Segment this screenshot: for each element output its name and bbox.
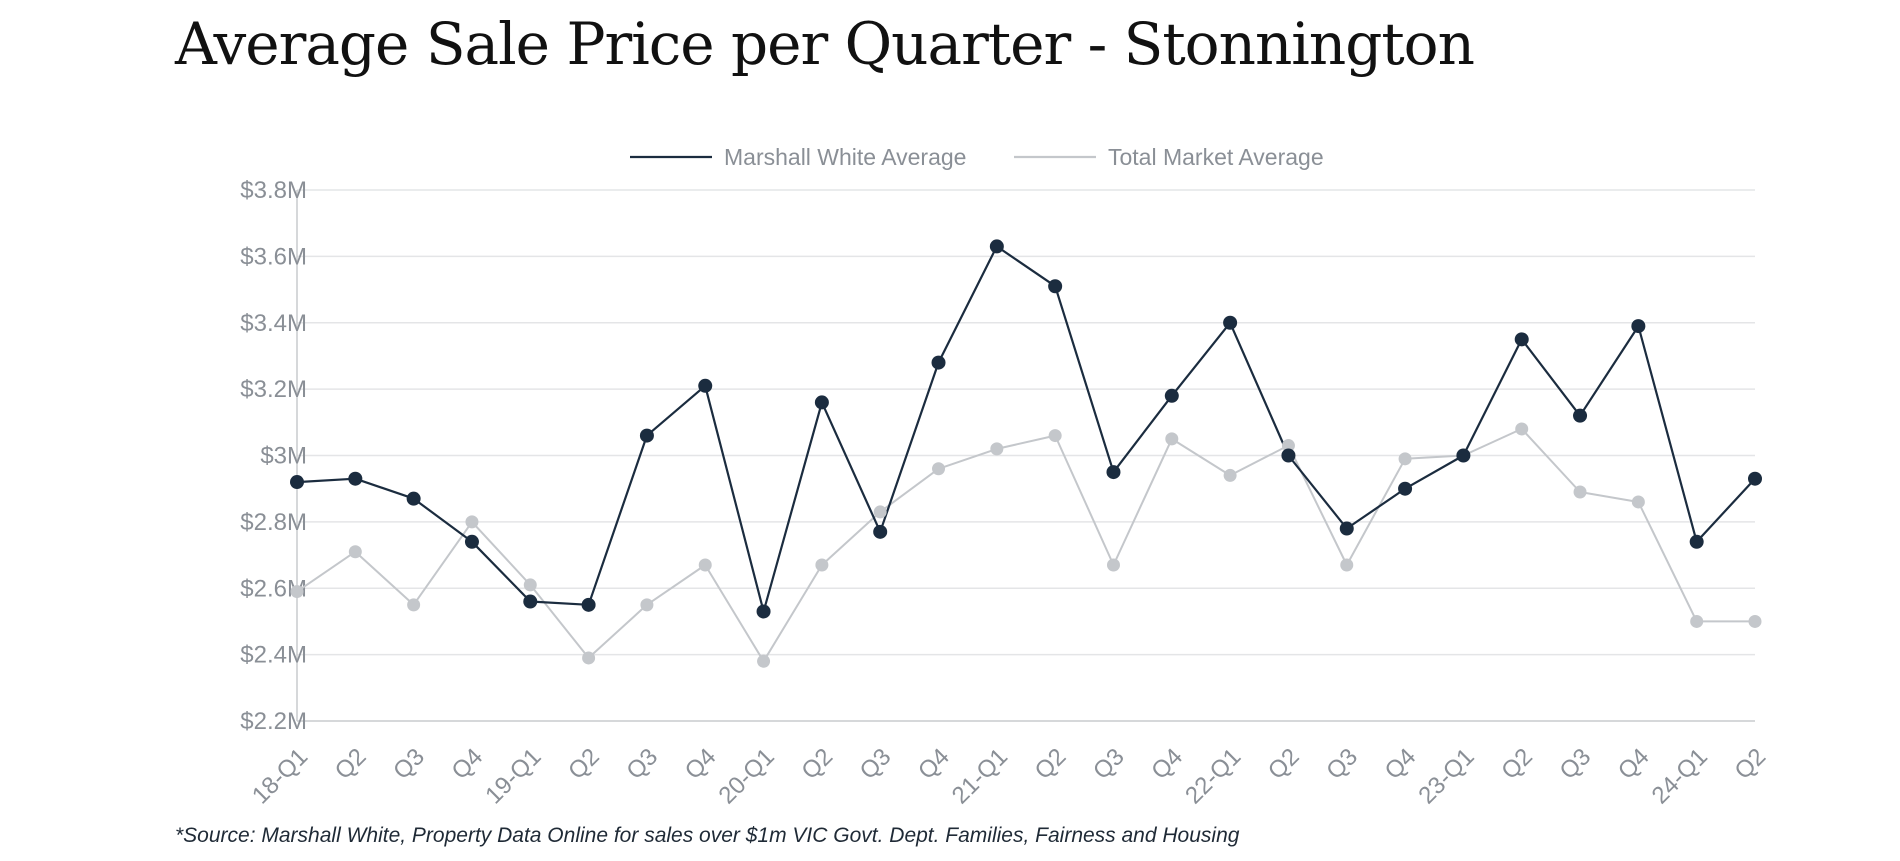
data-point-marshall-white bbox=[348, 471, 363, 486]
x-tick-label: 22-Q1 bbox=[1180, 743, 1246, 809]
data-point-total-market bbox=[1748, 614, 1762, 628]
x-tick-label: Q4 bbox=[680, 743, 722, 785]
x-tick-label: 24-Q1 bbox=[1647, 743, 1713, 809]
data-point-total-market bbox=[407, 598, 421, 612]
data-point-marshall-white bbox=[1631, 319, 1646, 334]
y-tick-label: $2.4M bbox=[240, 642, 307, 669]
y-tick-label: $3.8M bbox=[240, 177, 307, 204]
data-point-total-market bbox=[1223, 468, 1237, 482]
data-point-marshall-white bbox=[523, 594, 538, 609]
x-tick-label: Q4 bbox=[1380, 743, 1422, 785]
data-point-total-market bbox=[932, 462, 946, 476]
series-lines bbox=[296, 245, 1756, 663]
data-point-marshall-white bbox=[1398, 481, 1413, 496]
data-point-total-market bbox=[1281, 439, 1295, 453]
x-tick-label: Q3 bbox=[621, 743, 663, 785]
y-axis-tick-labels: $2.2M$2.4M$2.6M$2.8M$3M$3.2M$3.4M$3.6M$3… bbox=[240, 177, 307, 735]
x-tick-label: Q3 bbox=[855, 743, 897, 785]
data-point-marshall-white bbox=[756, 604, 771, 619]
x-tick-label: 20-Q1 bbox=[714, 743, 780, 809]
legend: Marshall White Average Total Market Aver… bbox=[630, 144, 1324, 170]
data-point-total-market bbox=[582, 651, 596, 665]
legend-label-total-market: Total Market Average bbox=[1108, 144, 1324, 170]
x-tick-label: Q4 bbox=[913, 743, 955, 785]
y-tick-label: $3.6M bbox=[240, 243, 307, 270]
data-point-marshall-white bbox=[581, 597, 596, 612]
data-point-marshall-white bbox=[1689, 534, 1704, 549]
data-point-total-market bbox=[815, 558, 829, 572]
grid-lines bbox=[297, 189, 1755, 656]
data-point-marshall-white bbox=[1339, 521, 1354, 536]
chart-title: Average Sale Price per Quarter - Stonnin… bbox=[175, 10, 1475, 78]
x-tick-label: Q3 bbox=[1555, 743, 1597, 785]
data-point-marshall-white bbox=[1748, 471, 1762, 486]
x-tick-label: Q2 bbox=[330, 743, 372, 785]
x-tick-label: Q3 bbox=[1088, 743, 1130, 785]
y-tick-label: $3.2M bbox=[240, 376, 307, 403]
line-chart: $2.2M$2.4M$2.6M$2.8M$3M$3.2M$3.4M$3.6M$3… bbox=[240, 144, 1771, 809]
y-tick-label: $3.4M bbox=[240, 310, 307, 337]
data-point-marshall-white bbox=[1281, 448, 1296, 463]
data-point-total-market bbox=[1690, 614, 1704, 628]
x-tick-label: Q4 bbox=[1146, 743, 1188, 785]
data-point-total-market bbox=[698, 558, 712, 572]
y-tick-label: $2.8M bbox=[240, 509, 307, 536]
data-point-marshall-white bbox=[639, 428, 654, 443]
data-point-total-market bbox=[348, 545, 362, 559]
data-point-marshall-white bbox=[1514, 332, 1529, 347]
x-tick-label: Q2 bbox=[1030, 743, 1072, 785]
x-tick-label: Q2 bbox=[796, 743, 838, 785]
legend-label-marshall-white: Marshall White Average bbox=[724, 144, 966, 170]
x-tick-label: Q4 bbox=[1613, 743, 1655, 785]
x-tick-label: Q2 bbox=[1263, 743, 1305, 785]
x-tick-label: Q3 bbox=[388, 743, 430, 785]
data-point-marshall-white bbox=[698, 378, 713, 393]
data-point-marshall-white bbox=[989, 239, 1004, 254]
axes bbox=[296, 190, 1755, 722]
data-point-marshall-white bbox=[1164, 388, 1179, 403]
x-tick-label: 19-Q1 bbox=[480, 743, 546, 809]
data-point-marshall-white bbox=[873, 524, 888, 539]
data-point-marshall-white bbox=[931, 355, 946, 370]
x-tick-label: 18-Q1 bbox=[247, 743, 313, 809]
data-point-total-market bbox=[290, 585, 304, 599]
y-tick-label: $2.2M bbox=[240, 708, 307, 735]
data-point-total-market bbox=[1340, 558, 1354, 572]
data-point-total-market bbox=[523, 578, 537, 592]
data-point-marshall-white bbox=[1223, 315, 1238, 330]
x-tick-label: Q2 bbox=[563, 743, 605, 785]
data-point-marshall-white bbox=[814, 395, 829, 410]
data-point-total-market bbox=[465, 515, 479, 529]
x-tick-label: Q2 bbox=[1496, 743, 1538, 785]
data-point-total-market bbox=[1106, 558, 1120, 572]
data-point-marshall-white bbox=[406, 491, 421, 506]
data-point-total-market bbox=[990, 442, 1004, 456]
data-point-total-market bbox=[1048, 429, 1062, 443]
data-point-marshall-white bbox=[290, 475, 304, 490]
source-note: *Source: Marshall White, Property Data O… bbox=[175, 824, 1240, 847]
x-tick-label: 21-Q1 bbox=[947, 743, 1013, 809]
series-points bbox=[290, 239, 1762, 668]
data-point-total-market bbox=[1398, 452, 1412, 466]
data-point-marshall-white bbox=[1573, 408, 1588, 423]
data-point-total-market bbox=[757, 654, 771, 668]
data-point-total-market bbox=[1165, 432, 1179, 446]
data-point-marshall-white bbox=[1048, 279, 1063, 294]
data-point-total-market bbox=[1631, 495, 1645, 509]
data-point-total-market bbox=[873, 505, 887, 519]
y-tick-label: $3M bbox=[260, 443, 307, 470]
x-tick-label: 23-Q1 bbox=[1413, 743, 1479, 809]
data-point-marshall-white bbox=[464, 534, 479, 549]
data-point-total-market bbox=[1515, 422, 1529, 436]
data-point-total-market bbox=[640, 598, 654, 612]
x-tick-label: Q2 bbox=[1730, 743, 1772, 785]
x-tick-label: Q4 bbox=[446, 743, 488, 785]
series-line-total-market bbox=[296, 427, 1755, 663]
data-point-marshall-white bbox=[1456, 448, 1471, 463]
data-point-marshall-white bbox=[1106, 465, 1121, 480]
series-line-marshall-white bbox=[296, 245, 1756, 613]
data-point-total-market bbox=[1573, 485, 1587, 499]
x-tick-label: Q3 bbox=[1321, 743, 1363, 785]
